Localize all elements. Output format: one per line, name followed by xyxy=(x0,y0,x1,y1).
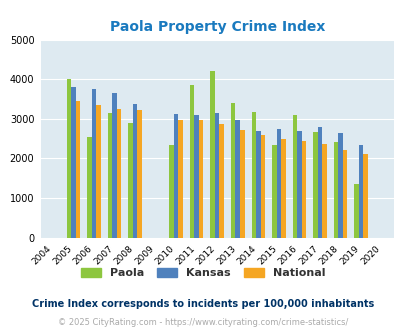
Bar xyxy=(317,127,321,238)
Bar xyxy=(117,109,121,238)
Legend: Paola, Kansas, National: Paola, Kansas, National xyxy=(81,268,324,278)
Text: Crime Index corresponds to incidents per 100,000 inhabitants: Crime Index corresponds to incidents per… xyxy=(32,299,373,309)
Text: © 2025 CityRating.com - https://www.cityrating.com/crime-statistics/: © 2025 CityRating.com - https://www.city… xyxy=(58,318,347,327)
Bar xyxy=(333,142,337,238)
Bar xyxy=(178,120,183,238)
Bar xyxy=(276,129,280,238)
Bar xyxy=(353,184,358,238)
Bar xyxy=(107,113,112,238)
Bar xyxy=(301,141,305,238)
Bar xyxy=(92,89,96,238)
Bar xyxy=(210,71,214,238)
Bar xyxy=(321,144,326,238)
Bar xyxy=(260,135,264,238)
Bar xyxy=(132,104,137,238)
Bar xyxy=(87,137,92,238)
Bar xyxy=(173,114,178,238)
Bar xyxy=(96,105,100,238)
Bar xyxy=(292,115,296,238)
Bar xyxy=(235,119,239,238)
Bar xyxy=(169,145,173,238)
Bar xyxy=(312,132,317,238)
Bar xyxy=(256,131,260,238)
Title: Paola Property Crime Index: Paola Property Crime Index xyxy=(109,20,324,34)
Bar xyxy=(251,112,256,238)
Bar xyxy=(271,145,276,238)
Bar xyxy=(71,87,75,238)
Bar xyxy=(128,123,132,238)
Bar xyxy=(75,101,80,238)
Bar xyxy=(230,103,235,238)
Bar xyxy=(194,115,198,238)
Bar xyxy=(296,131,301,238)
Bar xyxy=(280,139,285,238)
Bar xyxy=(337,133,342,238)
Bar xyxy=(198,120,203,238)
Bar xyxy=(362,154,367,238)
Bar xyxy=(214,113,219,238)
Bar xyxy=(66,79,71,238)
Bar xyxy=(112,93,117,238)
Bar xyxy=(239,130,244,238)
Bar xyxy=(358,145,362,238)
Bar xyxy=(219,123,224,238)
Bar xyxy=(137,110,141,238)
Bar xyxy=(342,150,346,238)
Bar xyxy=(190,85,194,238)
